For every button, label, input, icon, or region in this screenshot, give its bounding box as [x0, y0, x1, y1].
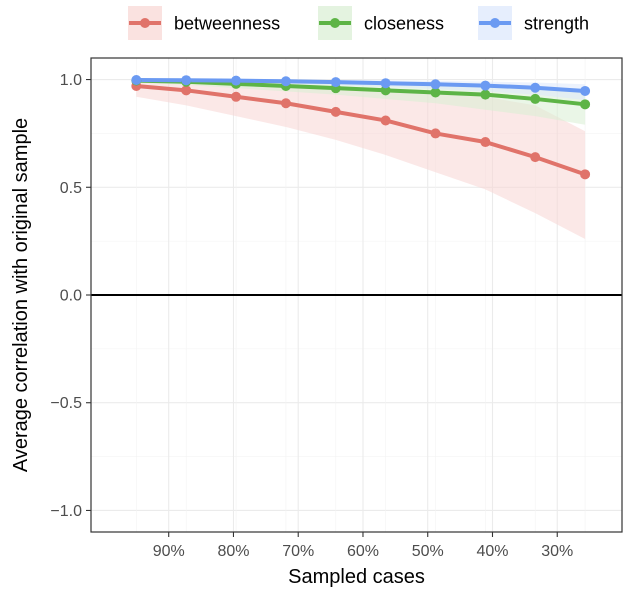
point-betweenness: [480, 137, 490, 147]
point-strength: [281, 76, 291, 86]
point-strength: [131, 75, 141, 85]
point-betweenness: [431, 128, 441, 138]
point-strength: [181, 75, 191, 85]
point-betweenness: [181, 85, 191, 95]
point-closeness: [530, 94, 540, 104]
legend: betweenness closeness strength: [128, 6, 589, 40]
point-strength: [231, 76, 241, 86]
legend-label-closeness: closeness: [364, 14, 444, 34]
y-axis: 1.0 0.5 0.0 −0.5 −1.0: [50, 72, 91, 520]
x-tick-label: 40%: [476, 543, 508, 560]
point-closeness: [580, 99, 590, 109]
point-betweenness: [231, 92, 241, 102]
x-tick-label: 70%: [282, 543, 314, 560]
x-tick-label: 80%: [217, 543, 249, 560]
legend-label-strength: strength: [524, 14, 589, 34]
y-tick-label: 0.5: [60, 180, 82, 197]
point-betweenness: [331, 107, 341, 117]
legend-point-betweenness: [140, 18, 150, 28]
y-tick-label: 1.0: [60, 72, 82, 89]
point-strength: [530, 83, 540, 93]
y-tick-label: 0.0: [60, 288, 82, 305]
point-strength: [480, 81, 490, 91]
x-tick-label: 30%: [541, 543, 573, 560]
y-axis-title: Average correlation with original sample: [10, 118, 32, 472]
point-strength: [580, 86, 590, 96]
legend-label-betweenness: betweenness: [174, 14, 280, 34]
confidence-bands: [136, 80, 585, 239]
point-closeness: [480, 90, 490, 100]
x-axis: 90% 80% 70% 60% 50% 40% 30%: [153, 532, 574, 560]
point-betweenness: [580, 169, 590, 179]
point-betweenness: [381, 115, 391, 125]
x-tick-label: 50%: [412, 543, 444, 560]
legend-point-strength: [490, 18, 500, 28]
legend-point-closeness: [330, 18, 340, 28]
x-axis-title: Sampled cases: [288, 566, 425, 588]
point-strength: [431, 79, 441, 89]
point-strength: [331, 77, 341, 87]
x-tick-label: 60%: [347, 543, 379, 560]
point-betweenness: [281, 98, 291, 108]
y-tick-label: −1.0: [50, 503, 82, 520]
point-strength: [381, 78, 391, 88]
point-betweenness: [530, 152, 540, 162]
y-tick-label: −0.5: [50, 395, 82, 412]
x-tick-label: 90%: [153, 543, 185, 560]
